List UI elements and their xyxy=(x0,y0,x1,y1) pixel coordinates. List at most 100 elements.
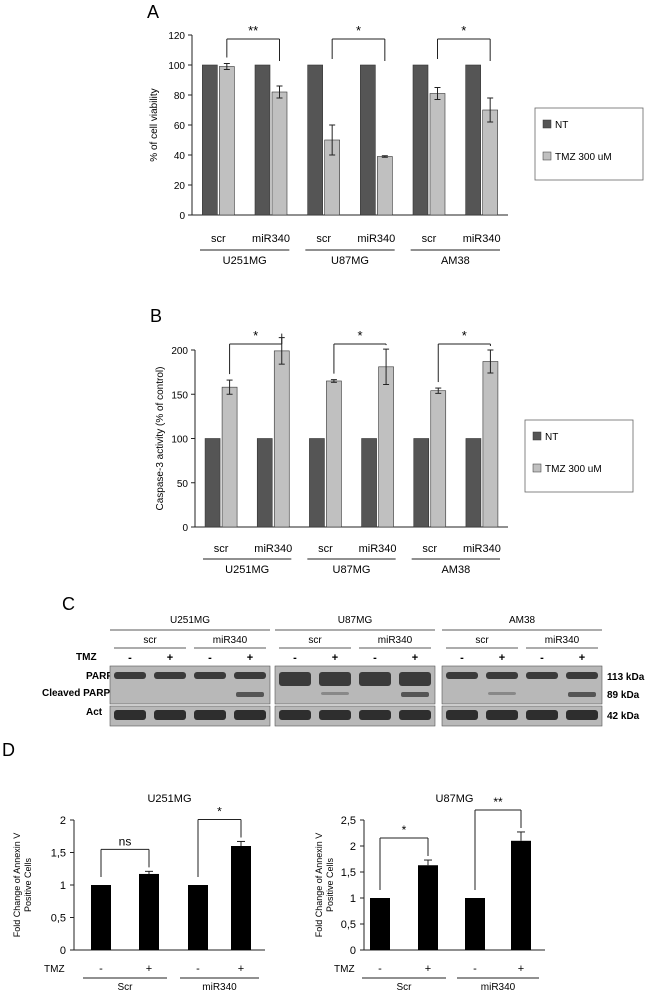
blot-strip-actin xyxy=(109,705,271,727)
legend-swatch xyxy=(532,463,542,473)
band-parp xyxy=(279,672,311,686)
band-parp xyxy=(486,672,518,679)
row-label-tmz: TMZ xyxy=(44,964,65,975)
blot-strip-parp xyxy=(109,665,271,705)
tmz-mark: + xyxy=(412,652,418,664)
bar xyxy=(326,380,342,528)
y-tick-label: 2,5 xyxy=(341,815,356,827)
band-actin xyxy=(566,710,598,720)
bar xyxy=(256,438,273,528)
tmz-mark: + xyxy=(332,652,338,664)
significance-mark: * xyxy=(356,23,361,38)
bar xyxy=(231,846,251,950)
condition-label: miR340 xyxy=(378,635,413,646)
y-tick-label: 0 xyxy=(179,211,185,222)
band-actin xyxy=(359,710,391,720)
significance-mark: * xyxy=(461,23,466,38)
tmz-mark: + xyxy=(146,963,152,975)
y-tick-label: 0 xyxy=(60,945,66,957)
tmz-mark: - xyxy=(473,963,477,975)
group-label: AM38 xyxy=(441,255,470,267)
chart-title: U87MG xyxy=(436,793,474,805)
tmz-mark: + xyxy=(499,652,505,664)
tmz-mark: + xyxy=(425,963,431,975)
bar xyxy=(429,93,446,216)
tmz-mark: + xyxy=(579,652,585,664)
group-label: AM38 xyxy=(441,564,470,576)
bar xyxy=(511,840,531,950)
chart-title: U251MG xyxy=(147,793,191,805)
bar xyxy=(465,64,481,216)
tmz-mark: + xyxy=(247,652,253,664)
panel-label: D xyxy=(2,740,15,760)
legend-label: TMZ 300 uM xyxy=(545,464,602,475)
x-tick-label: scr xyxy=(211,233,226,245)
panel-b: B 0 50 100 150 200 Caspase-3 activity (% of co… xyxy=(0,300,650,585)
x-tick-label: miR340 xyxy=(463,233,501,245)
band-actin xyxy=(446,710,478,720)
tmz-mark: - xyxy=(208,652,212,664)
bar xyxy=(430,390,447,528)
significance-mark: * xyxy=(217,804,222,818)
legend-label: NT xyxy=(555,120,568,131)
bar xyxy=(361,438,377,528)
group-label: Scr xyxy=(397,982,413,993)
x-tick-label: scr xyxy=(318,543,333,555)
x-tick-label: scr xyxy=(214,543,229,555)
bar xyxy=(188,885,208,950)
tmz-mark: + xyxy=(518,963,524,975)
group-label: U251MG xyxy=(225,564,269,576)
x-tick-label: miR340 xyxy=(254,543,292,555)
condition-label: scr xyxy=(475,635,489,646)
band-cleaved-parp xyxy=(568,692,596,697)
condition-label: scr xyxy=(308,635,322,646)
row-label-tmz: TMZ xyxy=(76,652,97,663)
y-tick-label: 1 xyxy=(350,893,356,905)
y-tick-label: 1,5 xyxy=(341,867,356,879)
y-axis-label: Caspase-3 activity (% of control) xyxy=(155,367,166,511)
group-label: miR340 xyxy=(202,982,237,993)
band-actin xyxy=(279,710,311,720)
legend-swatch xyxy=(542,151,552,161)
band-parp xyxy=(194,672,226,679)
y-tick-label: 0 xyxy=(350,945,356,957)
band-parp xyxy=(234,672,266,679)
legend-label: TMZ 300 uM xyxy=(555,152,612,163)
group-label: miR340 xyxy=(481,982,516,993)
bar xyxy=(202,64,218,216)
bar xyxy=(271,91,288,216)
row-label-tmz: TMZ xyxy=(334,964,355,975)
bar xyxy=(412,64,429,216)
x-tick-label: scr xyxy=(422,233,437,245)
band-actin xyxy=(114,710,146,720)
condition-label: scr xyxy=(143,635,157,646)
row-label-cleaved-parp: Cleaved PARP xyxy=(42,688,111,699)
band-parp xyxy=(566,672,598,679)
x-tick-label: miR340 xyxy=(252,233,290,245)
y-axis-label: % of cell viability xyxy=(149,88,160,161)
band-parp xyxy=(446,672,478,679)
significance-mark: ** xyxy=(248,23,258,38)
cell-line-label: U87MG xyxy=(338,615,373,626)
significance-mark: * xyxy=(253,328,258,343)
x-tick-label: miR340 xyxy=(357,233,395,245)
tmz-mark: - xyxy=(378,963,382,975)
cell-line-label: AM38 xyxy=(509,615,536,626)
legend-swatch xyxy=(542,119,552,129)
bar xyxy=(254,64,271,216)
band-parp xyxy=(359,672,391,686)
group-label: U87MG xyxy=(333,564,371,576)
y-tick-label: 0 xyxy=(182,523,188,534)
bar xyxy=(418,865,438,950)
bar xyxy=(307,64,323,216)
condition-label: miR340 xyxy=(213,635,248,646)
significance-mark: * xyxy=(357,328,362,343)
band-actin xyxy=(399,710,431,720)
x-tick-label: miR340 xyxy=(359,543,397,555)
y-tick-label: 50 xyxy=(177,479,189,490)
x-tick-label: scr xyxy=(422,543,437,555)
panel-label: C xyxy=(62,594,75,614)
significance-mark: * xyxy=(462,328,467,343)
band-cleaved-parp xyxy=(321,692,349,695)
blot-strip-parp xyxy=(441,665,603,705)
